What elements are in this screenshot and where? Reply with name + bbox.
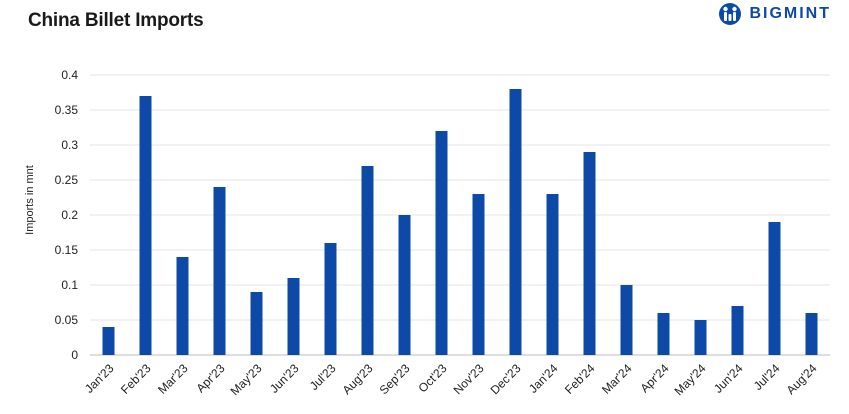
brand-name: BIGMINT — [749, 5, 831, 22]
y-tick-label: 0.1 — [61, 278, 78, 292]
x-tick-label: Nov'23 — [451, 361, 487, 397]
x-tick-label: Apr'24 — [637, 361, 671, 395]
y-tick-label: 0.4 — [61, 68, 78, 82]
bar — [657, 313, 670, 355]
x-tick-label: Feb'23 — [118, 361, 154, 397]
bars — [102, 89, 818, 355]
bar — [805, 313, 818, 355]
x-tick-label: Sep'23 — [377, 361, 413, 397]
bar — [768, 222, 781, 355]
x-tick-label: Jan'24 — [526, 361, 561, 396]
x-axis: Jan'23 Feb'23 Mar'23 Apr'23 May'23 Jun'23 Jul'… — [82, 361, 820, 398]
bar — [398, 215, 411, 355]
y-axis-label: Imports in mnt — [24, 165, 36, 235]
x-tick-label: May'23 — [228, 361, 265, 398]
x-tick-label: Aug'23 — [340, 361, 376, 397]
bar — [731, 306, 744, 355]
x-tick-label: Oct'23 — [415, 361, 449, 395]
bar — [472, 194, 485, 355]
bar — [509, 89, 522, 355]
x-tick-label: Aug'24 — [784, 361, 820, 397]
bar — [250, 292, 263, 355]
bar — [546, 194, 559, 355]
y-tick-label: 0.2 — [61, 208, 78, 222]
brand-logo: BIGMINT — [717, 2, 831, 26]
y-tick-label: 0.25 — [55, 173, 79, 187]
x-tick-label: Dec'23 — [488, 361, 524, 397]
bar — [361, 166, 374, 355]
chart-title: China Billet Imports — [28, 10, 204, 31]
bigmint-logo-icon — [719, 3, 742, 25]
x-tick-label: Jun'23 — [267, 361, 302, 396]
bar — [287, 278, 300, 355]
x-tick-label: Jul'24 — [751, 361, 783, 393]
bar — [324, 243, 337, 355]
x-tick-label: Jul'23 — [307, 361, 339, 393]
y-tick-label: 0.3 — [61, 138, 78, 152]
x-tick-label: May'24 — [672, 361, 709, 398]
bar — [213, 187, 226, 355]
x-tick-label: Jan'23 — [82, 361, 117, 396]
y-axis: 0 0.05 0.1 0.15 0.2 0.25 0.3 0.35 0.4 — [55, 68, 79, 362]
y-tick-label: 0.05 — [55, 313, 79, 327]
x-tick-label: Jun'24 — [711, 361, 746, 396]
bar — [139, 96, 152, 355]
bar — [694, 320, 707, 355]
bar — [102, 327, 115, 355]
y-tick-label: 0 — [71, 348, 78, 362]
bar — [435, 131, 448, 355]
y-tick-label: 0.15 — [55, 243, 79, 257]
x-tick-label: Feb'24 — [562, 361, 598, 397]
bar — [620, 285, 633, 355]
bar — [176, 257, 189, 355]
x-tick-label: Mar'23 — [155, 361, 191, 397]
y-tick-label: 0.35 — [55, 103, 79, 117]
bar — [583, 152, 596, 355]
gridlines — [90, 74, 830, 356]
x-tick-label: Mar'24 — [599, 361, 635, 397]
x-tick-label: Apr'23 — [193, 361, 227, 395]
